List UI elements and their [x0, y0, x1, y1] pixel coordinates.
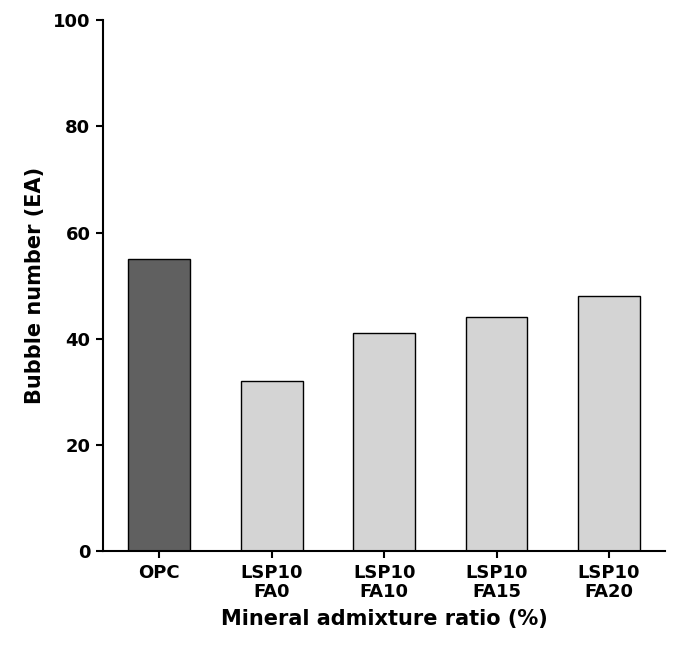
Bar	[578, 296, 640, 551]
X-axis label: Mineral admixture ratio (%): Mineral admixture ratio (%)	[221, 610, 547, 629]
Bar	[241, 381, 303, 551]
Y-axis label: Bubble number (EA): Bubble number (EA)	[25, 167, 45, 404]
Bar	[128, 259, 190, 551]
Bar	[466, 317, 528, 551]
Bar	[353, 333, 415, 551]
